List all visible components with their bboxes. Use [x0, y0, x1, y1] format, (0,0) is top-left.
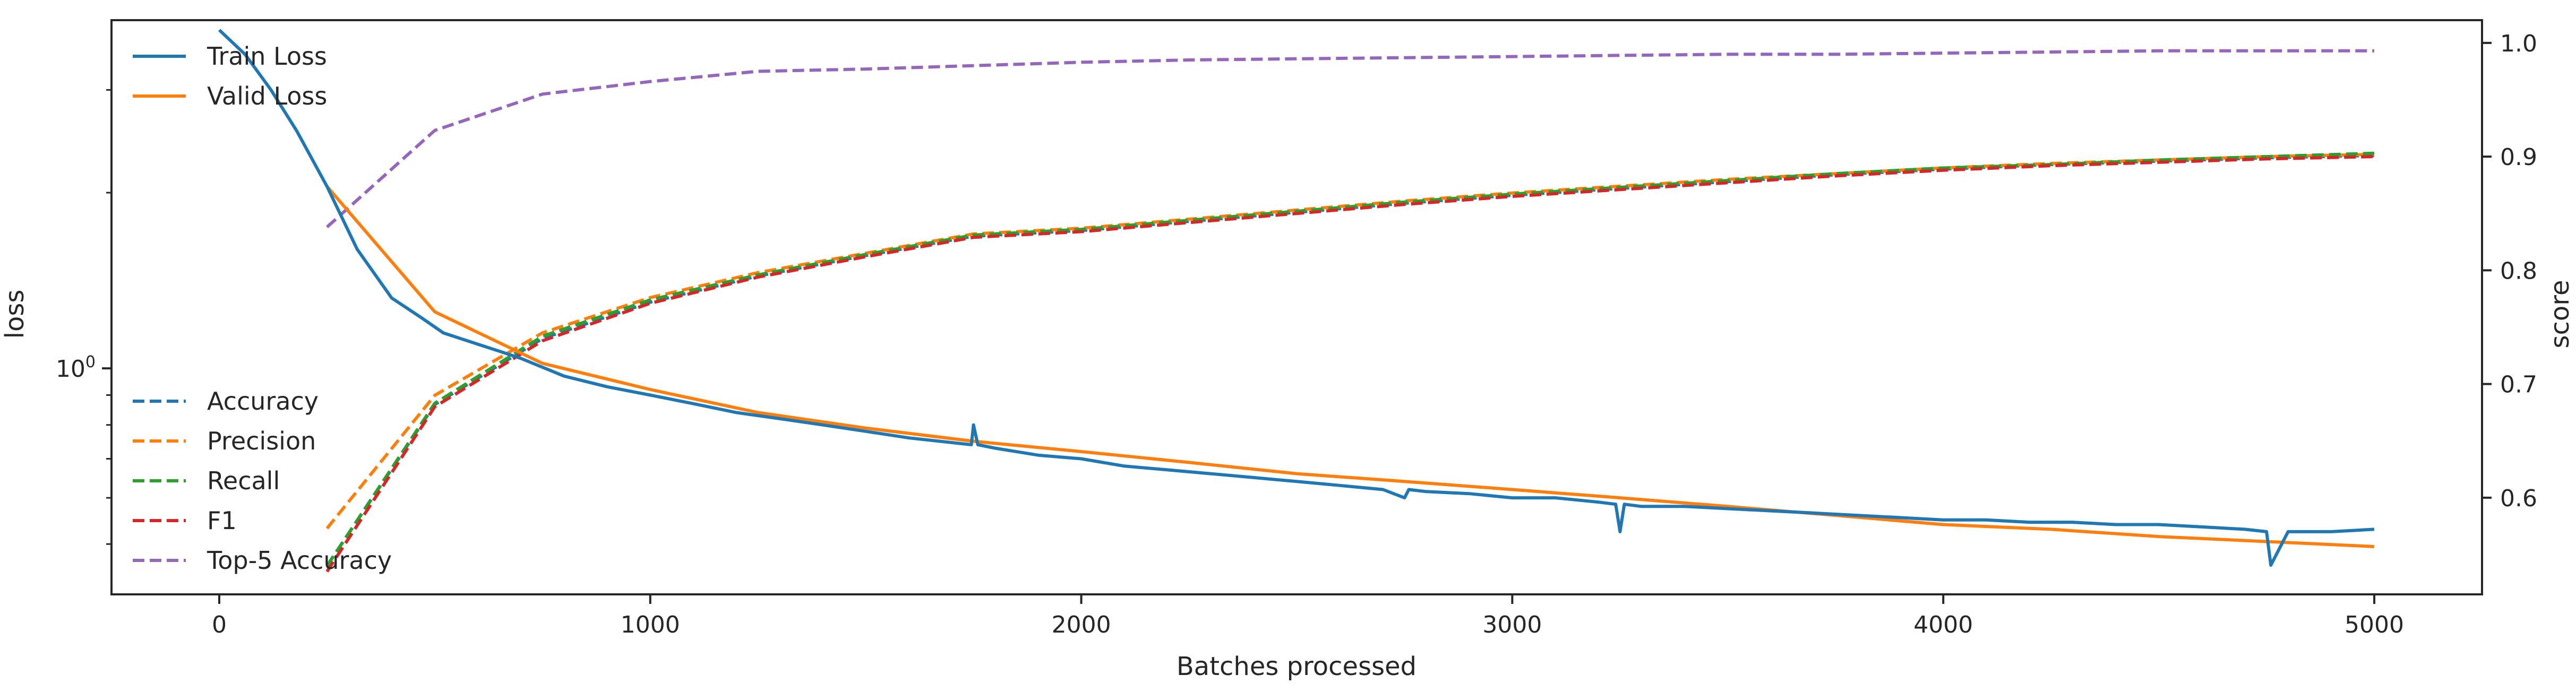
x-tick-label: 0	[212, 611, 227, 638]
series-line-precision	[325, 152, 2375, 530]
right-y-tick-label: 0.9	[2500, 144, 2537, 171]
series-line-recall	[325, 151, 2375, 567]
legend-loss-label-valid-loss: Valid Loss	[207, 82, 327, 110]
series-line-f1	[325, 155, 2375, 573]
plot-area	[110, 19, 2483, 595]
x-tick-label: 2000	[1052, 611, 1111, 638]
legend-layer: Train Loss Valid Loss Accuracy Precision Rec…	[133, 42, 392, 575]
legend-score-label-top-5-accuracy: Top-5 Accuracy	[207, 546, 392, 575]
right-y-tick-label: 0.6	[2500, 485, 2537, 512]
axes-layer: 0 1000 2000 3000 4000 5000 100 0.6 0.7 0.8 0.9 1.0	[56, 30, 2537, 638]
x-axis-label: Batches processed	[1177, 652, 1416, 681]
right-y-tick-label: 0.7	[2500, 371, 2537, 399]
series-line-top-5-accuracy	[325, 49, 2374, 229]
legend-score-label-recall: Recall	[207, 466, 280, 495]
series-layer	[218, 29, 2375, 573]
x-tick-label: 4000	[1913, 611, 1973, 638]
left-y-axis-label: loss	[0, 290, 30, 339]
left-y-tick-label: 100	[56, 353, 96, 383]
series-line-valid-loss	[325, 185, 2375, 548]
right-y-tick-label: 0.8	[2500, 257, 2537, 284]
legend-score-label-f1: F1	[207, 506, 237, 535]
x-tick-label: 1000	[621, 611, 680, 638]
series-line-train-loss	[218, 29, 2375, 567]
legend-score-label-precision: Precision	[207, 427, 316, 455]
right-y-tick-label: 1.0	[2500, 30, 2537, 57]
legend-score-label-accuracy: Accuracy	[207, 387, 319, 416]
legend-loss-label-train-loss: Train Loss	[207, 42, 327, 71]
x-tick-label: 3000	[1482, 611, 1542, 638]
x-tick-label: 5000	[2345, 611, 2404, 638]
right-y-axis-label: score	[2545, 280, 2575, 349]
